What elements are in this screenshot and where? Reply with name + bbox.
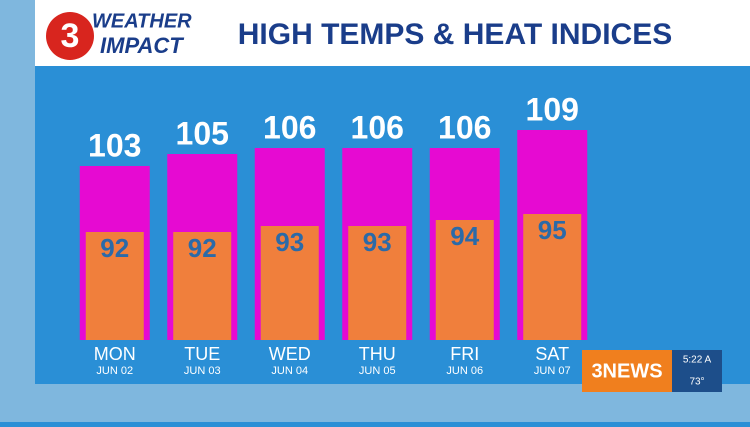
x-tick-label: THU [359, 344, 396, 364]
value-label: 92 [100, 233, 129, 263]
value-label: 93 [275, 227, 304, 257]
bar [348, 226, 407, 340]
time-badge [672, 350, 722, 392]
x-tick-label: TUE [184, 344, 220, 364]
bar [173, 232, 232, 340]
chart-title: HIGH TEMPS & HEAT INDICES [238, 18, 672, 51]
date-label: JUN 04 [271, 365, 308, 377]
temperature: 73° [689, 377, 704, 388]
date-label: JUN 05 [359, 365, 396, 377]
station-badge [582, 350, 672, 392]
value-label: 93 [363, 227, 392, 257]
date-label: JUN 03 [184, 365, 221, 377]
x-tick-label: SAT [535, 344, 569, 364]
bar [435, 220, 494, 340]
x-tick-label: FRI [450, 344, 479, 364]
value-label: 92 [188, 233, 217, 263]
bar [523, 214, 582, 340]
value-label: 109 [526, 91, 579, 127]
value-label: 103 [88, 127, 141, 163]
logo-circle [46, 12, 94, 60]
logo-number: 3 [61, 17, 80, 55]
x-tick-label: WED [269, 344, 311, 364]
value-label: 95 [538, 215, 567, 245]
logo-bottom: IMPACT [100, 33, 184, 58]
bar [260, 226, 319, 340]
date-label: JUN 07 [534, 365, 571, 377]
value-label: 105 [176, 115, 229, 151]
date-label: JUN 06 [446, 365, 483, 377]
value-label: 106 [438, 109, 491, 145]
date-label: JUN 02 [96, 365, 133, 377]
value-label: 94 [450, 221, 479, 251]
time: 5:22 A [683, 355, 712, 366]
station-name: 3NEWS [591, 360, 662, 382]
value-label: 106 [351, 109, 404, 145]
logo-top: WEATHER [92, 10, 192, 32]
bar [85, 232, 144, 340]
value-label: 106 [263, 109, 316, 145]
x-tick-label: MON [94, 344, 136, 364]
header-band [35, 0, 750, 66]
